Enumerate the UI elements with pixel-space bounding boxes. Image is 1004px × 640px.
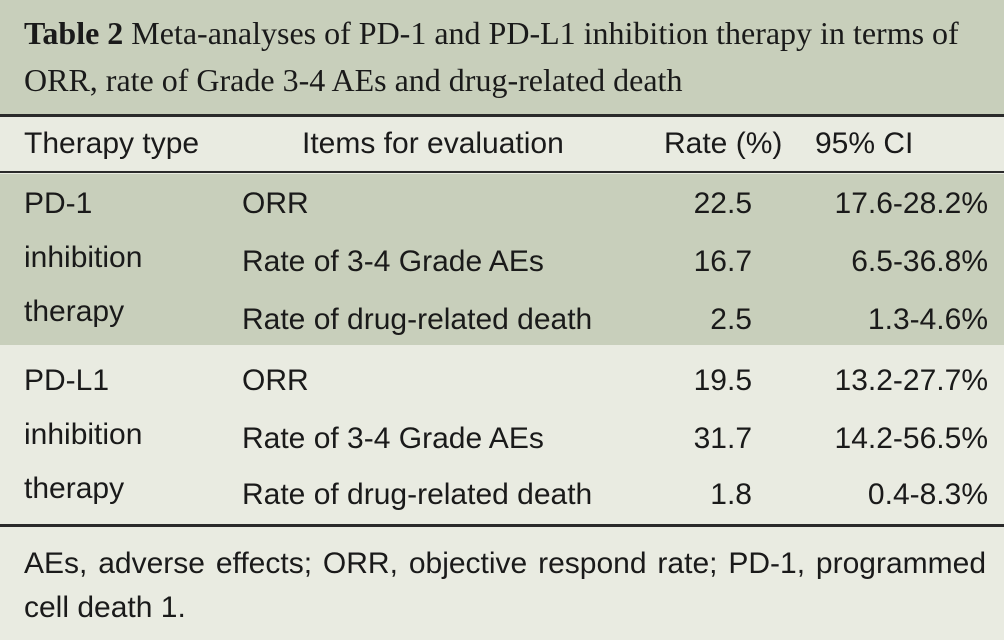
header-rule [0,171,1004,173]
cell-ci: 13.2-27.7% [834,364,988,397]
cell-item: Rate of 3-4 Grade AEs [242,422,544,455]
cell-item: ORR [242,364,309,397]
cell-item: Rate of drug-related death [242,478,593,511]
table-caption-label: Table 2 [24,15,124,51]
cell-rate: 19.5 [693,364,752,397]
header-therapy-type: Therapy type [24,127,200,160]
cell-rate: 1.8 [710,478,752,511]
cell-rate: 16.7 [693,245,752,278]
header-ci: 95% CI [815,127,914,160]
table-header-row: Therapy type Items for evaluation Rate (… [0,117,1004,171]
cell-ci: 14.2-56.5% [834,422,988,455]
table-caption: Table 2 Meta-analyses of PD-1 and PD-L1 … [0,0,1004,114]
cell-ci: 0.4-8.3% [867,478,988,511]
therapy-type-line: PD-1 [24,187,93,220]
header-rate: Rate (%) [664,127,783,160]
table-footnote: AEs, adverse effects; ORR, objective res… [0,528,1004,640]
table-caption-text: Meta-analyses of PD-1 and PD-L1 inhibiti… [24,15,959,98]
therapy-type-line: PD-L1 [24,364,110,397]
cell-item: ORR [242,187,309,220]
cell-rate: 31.7 [693,422,752,455]
therapy-type-line: therapy [24,472,125,505]
top-rule [0,114,1004,117]
bottom-rule [0,524,1004,527]
cell-item: Rate of 3-4 Grade AEs [242,245,544,278]
therapy-type-line: inhibition [24,418,143,451]
cell-rate: 2.5 [710,303,752,336]
therapy-type-line: inhibition [24,241,143,274]
table-group-pd1: PD-1 inhibition therapy ORR 22.5 17.6-28… [0,174,1004,345]
cell-rate: 22.5 [693,187,752,220]
cell-ci: 17.6-28.2% [834,187,988,220]
cell-item: Rate of drug-related death [242,303,593,336]
cell-ci: 6.5-36.8% [851,245,988,278]
table-group-pdl1: PD-L1 inhibition therapy ORR 19.5 13.2-2… [0,349,1004,524]
therapy-type-line: therapy [24,295,125,328]
cell-ci: 1.3-4.6% [867,303,988,336]
header-items-for-evaluation: Items for evaluation [302,127,564,160]
